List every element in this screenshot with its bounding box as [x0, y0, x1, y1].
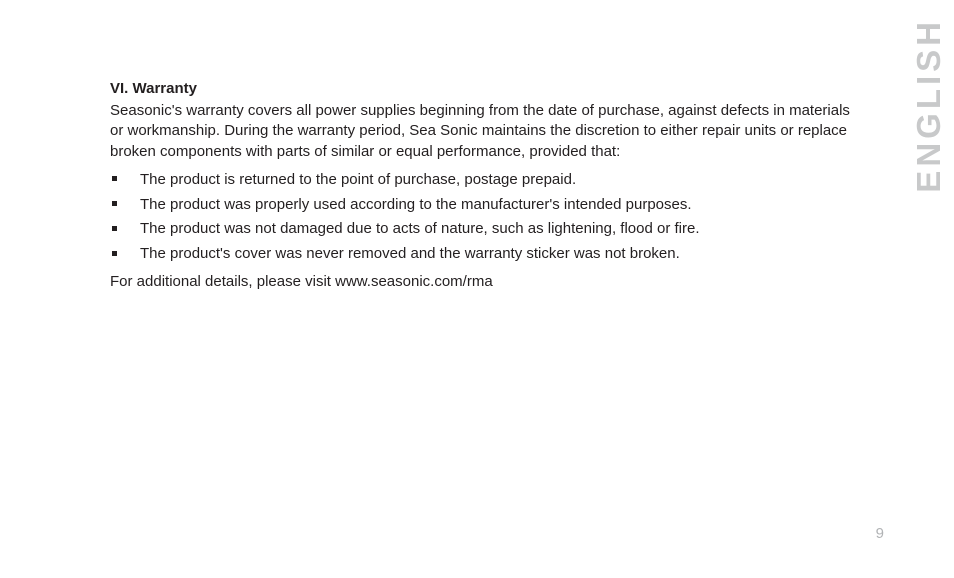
bullet-list: The product is returned to the point of …	[110, 168, 850, 267]
list-item: The product was not damaged due to acts …	[110, 217, 850, 242]
list-item: The product's cover was never removed an…	[110, 242, 850, 267]
list-item: The product is returned to the point of …	[110, 168, 850, 193]
manual-page: ENGLISH VI. Warranty Seasonic's warranty…	[0, 0, 954, 578]
section-intro: Seasonic's warranty covers all power sup…	[110, 101, 850, 162]
section-footer: For additional details, please visit www…	[110, 271, 850, 292]
warranty-section: VI. Warranty Seasonic's warranty covers …	[110, 80, 850, 292]
section-heading: VI. Warranty	[110, 80, 850, 97]
language-side-label: ENGLISH	[910, 18, 948, 193]
page-number: 9	[876, 525, 884, 542]
list-item: The product was properly used according …	[110, 193, 850, 218]
